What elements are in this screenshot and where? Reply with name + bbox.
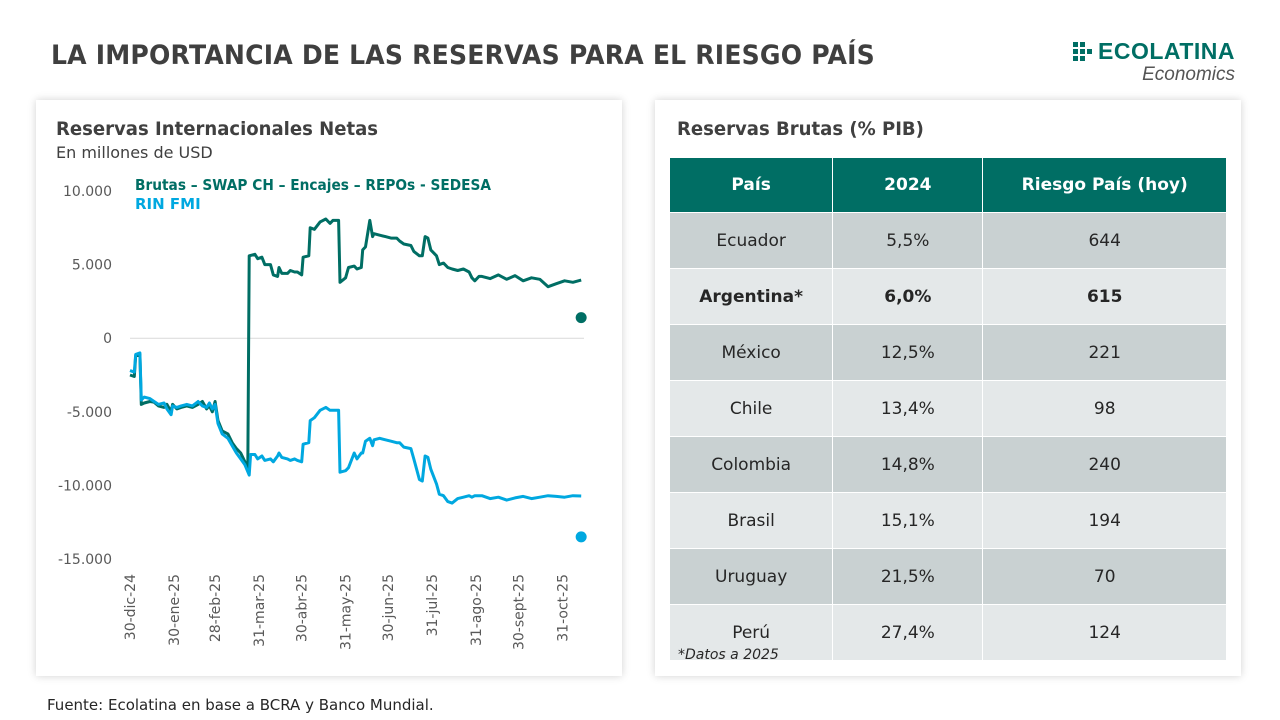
logo-grid-icon	[1073, 42, 1093, 61]
cell-country: Perú	[668, 604, 834, 661]
logo-name: ECOLATINA	[1098, 38, 1235, 64]
cell-country: Ecuador	[668, 212, 834, 269]
chart-title: Reservas Internacionales Netas	[56, 118, 379, 140]
legend: Brutas – SWAP CH – Encajes – REPOs - SED…	[135, 176, 491, 213]
y-tick-label: -10.000	[58, 478, 112, 494]
header-country: País	[668, 157, 834, 213]
y-tick-label: 5.000	[72, 258, 112, 274]
table-footnote: *Datos a 2025	[678, 647, 779, 663]
x-tick-label: 31-oct-25	[556, 574, 572, 642]
cell-country: Argentina*	[668, 268, 834, 325]
table-title: Reservas Brutas (% PIB)	[677, 118, 924, 140]
y-tick-label: 10.000	[63, 184, 112, 200]
cell-risk: 240	[982, 436, 1227, 493]
cell-risk: 70	[982, 548, 1227, 605]
y-tick-label: 0	[103, 331, 112, 347]
header-risk: Riesgo País (hoy)	[982, 157, 1227, 213]
cell-risk: 615	[982, 268, 1227, 325]
cell-risk: 221	[982, 324, 1227, 381]
cell-country: Uruguay	[668, 548, 834, 605]
table-row: Uruguay 21,5% 70	[668, 548, 1227, 605]
series-line-rin-fmi	[129, 351, 582, 505]
x-tick-label: 30-jun-25	[381, 574, 397, 641]
cell-risk: 124	[982, 604, 1227, 661]
cell-risk: 644	[982, 212, 1227, 269]
cell-country: Chile	[668, 380, 834, 437]
x-tick-label: 31-ago-25	[469, 574, 485, 646]
series-line-brutas	[129, 217, 582, 471]
cell-2024: 13,4%	[832, 380, 984, 437]
x-tick-label: 31-may-25	[339, 574, 355, 650]
logo-subtitle: Economics	[1142, 64, 1235, 85]
y-axis: 10.000 5.000 0 -5.000 -10.000 -15.000	[58, 184, 112, 568]
table-row: Argentina* 6,0% 615	[668, 268, 1227, 325]
table-row: Ecuador 5,5% 644	[668, 212, 1227, 269]
cell-2024: 15,1%	[832, 492, 984, 549]
reserves-table: País 2024 Riesgo País (hoy) Ecuador 5,5% 6…	[668, 157, 1227, 661]
cell-country: Brasil	[668, 492, 834, 549]
table-row: Perú 27,4% 124	[668, 604, 1227, 661]
reserves-chart-card: Reservas Internacionales Netas En millon…	[36, 100, 622, 676]
chart-subtitle: En millones de USD	[56, 143, 213, 162]
table-row: Chile 13,4% 98	[668, 380, 1227, 437]
series-layer	[129, 217, 587, 543]
cell-country: México	[668, 324, 834, 381]
ecolatina-logo: ECOLATINA Economics	[1035, 38, 1235, 88]
cell-risk: 194	[982, 492, 1227, 549]
cell-2024: 12,5%	[832, 324, 984, 381]
table-row: México 12,5% 221	[668, 324, 1227, 381]
cell-2024: 27,4%	[832, 604, 984, 661]
end-marker-rin-fmi	[575, 531, 587, 543]
source-note: Fuente: Ecolatina en base a BCRA y Banco…	[47, 696, 434, 714]
table-header-row: País 2024 Riesgo País (hoy)	[668, 157, 1227, 213]
x-tick-label: 31-jul-25	[425, 574, 441, 636]
table-row: Brasil 15,1% 194	[668, 492, 1227, 549]
cell-2024: 5,5%	[832, 212, 984, 269]
cell-risk: 98	[982, 380, 1227, 437]
table-row: Colombia 14,8% 240	[668, 436, 1227, 493]
y-tick-label: -15.000	[58, 552, 112, 568]
x-tick-label: 31-mar-25	[252, 574, 268, 647]
header-2024: 2024	[832, 157, 984, 213]
x-tick-label: 28-feb-25	[208, 574, 224, 642]
x-axis: 30-dic-24 30-ene-25 28-feb-25 31-mar-25 30-a…	[123, 574, 572, 650]
cell-country: Colombia	[668, 436, 834, 493]
legend-brutas: Brutas – SWAP CH – Encajes – REPOs - SED…	[135, 176, 491, 194]
x-tick-label: 30-ene-25	[167, 574, 183, 646]
line-chart: 10.000 5.000 0 -5.000 -10.000 -15.000 30-dic-…	[58, 176, 587, 650]
reserves-table-card: Reservas Brutas (% PIB) País 2024 Riesgo…	[655, 100, 1241, 676]
x-tick-label: 30-dic-24	[123, 574, 139, 640]
x-tick-label: 30-sept-25	[512, 574, 528, 650]
y-tick-label: -5.000	[67, 405, 112, 421]
cell-2024: 14,8%	[832, 436, 984, 493]
end-marker-brutas	[575, 312, 587, 324]
cell-2024: 21,5%	[832, 548, 984, 605]
x-tick-label: 30-abr-25	[295, 574, 311, 642]
cell-2024: 6,0%	[832, 268, 984, 325]
legend-rin-fmi: RIN FMI	[135, 195, 201, 213]
page-title: LA IMPORTANCIA DE LAS RESERVAS PARA EL R…	[51, 40, 875, 71]
